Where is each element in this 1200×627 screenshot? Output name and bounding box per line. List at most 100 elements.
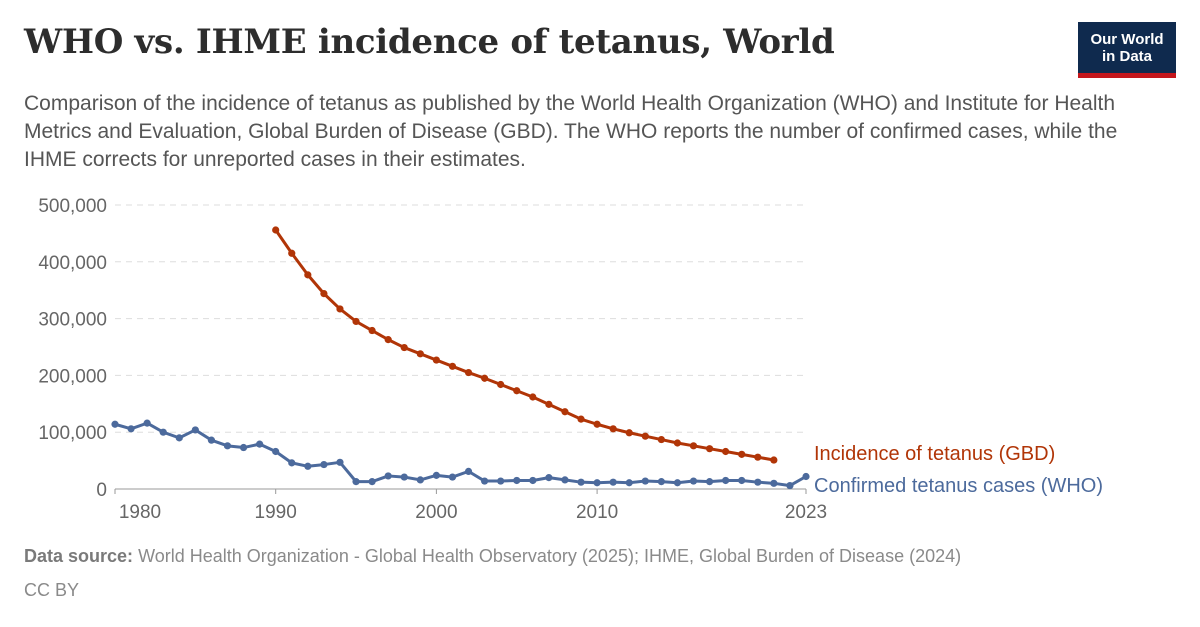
y-tick-label: 300,000 (38, 310, 107, 331)
data-point[interactable] (416, 350, 424, 358)
data-point[interactable] (513, 476, 521, 485)
data-point[interactable] (207, 436, 216, 444)
x-tick-label: 1990 (255, 502, 297, 523)
data-point[interactable] (738, 476, 746, 485)
data-point[interactable] (529, 393, 537, 401)
logo-line-2: in Data (1101, 48, 1152, 65)
grid-lines (115, 204, 806, 433)
y-tick-label: 400,000 (38, 253, 107, 274)
data-point[interactable] (432, 471, 440, 479)
y-axis-ticks: 0 100,000 200,000 300,000 400,000 500,000 (38, 196, 107, 501)
data-point[interactable] (754, 453, 762, 461)
data-point[interactable] (239, 443, 248, 452)
data-point[interactable] (593, 479, 601, 487)
data-point[interactable] (368, 478, 376, 486)
x-tick-label: 2023 (785, 502, 827, 523)
data-point[interactable] (127, 425, 135, 433)
license-label[interactable]: CC BY (24, 580, 80, 600)
data-point[interactable] (577, 478, 585, 486)
series-line[interactable] (274, 228, 776, 462)
series-labels: Incidence of tetanus (GBD) Confirmed teta… (814, 443, 1103, 497)
series-label: Confirmed tetanus cases (WHO) (814, 475, 1103, 497)
data-point[interactable] (770, 456, 778, 464)
data-point[interactable] (625, 429, 633, 437)
data-point[interactable] (786, 481, 794, 490)
data-point[interactable] (545, 474, 553, 482)
data-point[interactable] (272, 447, 280, 456)
data-point[interactable] (384, 336, 392, 344)
data-point[interactable] (657, 478, 665, 486)
data-point[interactable] (593, 420, 601, 428)
data-point[interactable] (400, 343, 408, 352)
data-point[interactable] (304, 271, 312, 279)
data-point[interactable] (529, 476, 537, 485)
data-point[interactable] (641, 432, 649, 440)
data-source-text: World Health Organization - Global Healt… (138, 546, 962, 566)
data-point[interactable] (143, 419, 151, 427)
x-axis: 1980 1990 2000 2010 2023 (114, 488, 827, 523)
data-point[interactable] (336, 305, 344, 313)
chart-subtitle: Comparison of the incidence of tetanus a… (24, 92, 1118, 171)
data-point[interactable] (770, 479, 778, 487)
data-point[interactable] (288, 249, 296, 257)
series-lines (111, 226, 810, 490)
y-tick-label: 500,000 (38, 196, 107, 217)
data-point[interactable] (464, 467, 473, 475)
data-point[interactable] (609, 425, 617, 433)
data-point[interactable] (432, 356, 440, 364)
data-point[interactable] (448, 473, 457, 481)
data-point[interactable] (673, 439, 682, 447)
data-point[interactable] (368, 326, 376, 335)
data-point[interactable] (513, 387, 521, 395)
data-point[interactable] (497, 380, 505, 389)
data-point[interactable] (481, 477, 489, 485)
data-point[interactable] (175, 434, 183, 442)
data-point[interactable] (223, 442, 232, 450)
data-point[interactable] (657, 435, 665, 444)
data-point[interactable] (705, 445, 714, 453)
data-source-label: Data source: (24, 546, 134, 566)
data-point[interactable] (641, 477, 649, 485)
data-point[interactable] (577, 415, 585, 423)
data-point[interactable] (609, 478, 617, 486)
x-tick-label: 2000 (415, 502, 457, 523)
data-point[interactable] (705, 478, 714, 486)
data-point[interactable] (497, 477, 505, 485)
data-point[interactable] (722, 447, 730, 456)
data-point[interactable] (561, 476, 569, 484)
data-point[interactable] (625, 479, 633, 487)
data-point[interactable] (545, 400, 553, 408)
data-point[interactable] (689, 442, 698, 450)
y-tick-label: 0 (96, 480, 107, 501)
y-tick-label: 100,000 (38, 423, 107, 444)
data-point[interactable] (561, 408, 569, 416)
data-point[interactable] (738, 450, 746, 458)
data-point[interactable] (416, 476, 424, 484)
owid-logo[interactable]: Our World in Data (1078, 22, 1176, 78)
x-tick-label: 2010 (576, 502, 618, 523)
data-point[interactable] (384, 472, 392, 480)
data-point[interactable] (352, 478, 360, 486)
data-point[interactable] (673, 479, 682, 487)
y-tick-label: 200,000 (38, 366, 107, 387)
data-point[interactable] (320, 460, 328, 469)
data-point[interactable] (272, 226, 280, 234)
x-tick-label: 1980 (119, 502, 161, 523)
data-point[interactable] (256, 440, 264, 448)
data-point[interactable] (288, 459, 296, 467)
data-point[interactable] (754, 478, 762, 486)
data-point[interactable] (304, 462, 312, 470)
data-point[interactable] (802, 472, 810, 481)
data-point[interactable] (191, 426, 199, 434)
data-point[interactable] (336, 458, 344, 466)
data-point[interactable] (464, 368, 473, 377)
data-point[interactable] (352, 317, 360, 326)
data-point[interactable] (400, 473, 408, 481)
data-point[interactable] (159, 428, 167, 436)
data-point[interactable] (448, 362, 457, 370)
data-point[interactable] (320, 290, 328, 298)
data-point[interactable] (689, 477, 698, 485)
data-point[interactable] (111, 420, 119, 428)
data-point[interactable] (481, 374, 489, 382)
data-point[interactable] (722, 476, 730, 485)
